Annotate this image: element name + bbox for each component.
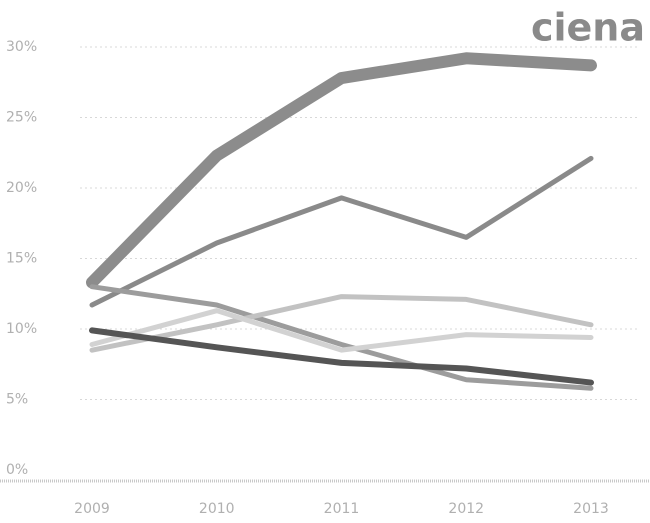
y-tick-label: 30% [6, 39, 37, 55]
logo: ciena [531, 6, 645, 50]
y-tick-label: 25% [6, 110, 37, 126]
series-line [89, 294, 594, 353]
series-line [89, 155, 594, 308]
x-tick-label: 2012 [448, 501, 484, 517]
y-tick-label: 5% [6, 392, 28, 408]
series-line [89, 327, 594, 386]
series-line [89, 308, 594, 353]
y-tick-label: 20% [6, 180, 37, 196]
x-tick-label: 2009 [74, 501, 110, 517]
series-line [89, 284, 594, 391]
x-tick-label: 2011 [324, 501, 360, 517]
y-tick-label: 10% [6, 321, 37, 337]
y-tick-label: 0% [6, 462, 28, 478]
x-tick-label: 2013 [573, 501, 609, 517]
series-line [86, 52, 597, 289]
x-tick-label: 2010 [199, 501, 235, 517]
y-tick-label: 15% [6, 251, 37, 267]
